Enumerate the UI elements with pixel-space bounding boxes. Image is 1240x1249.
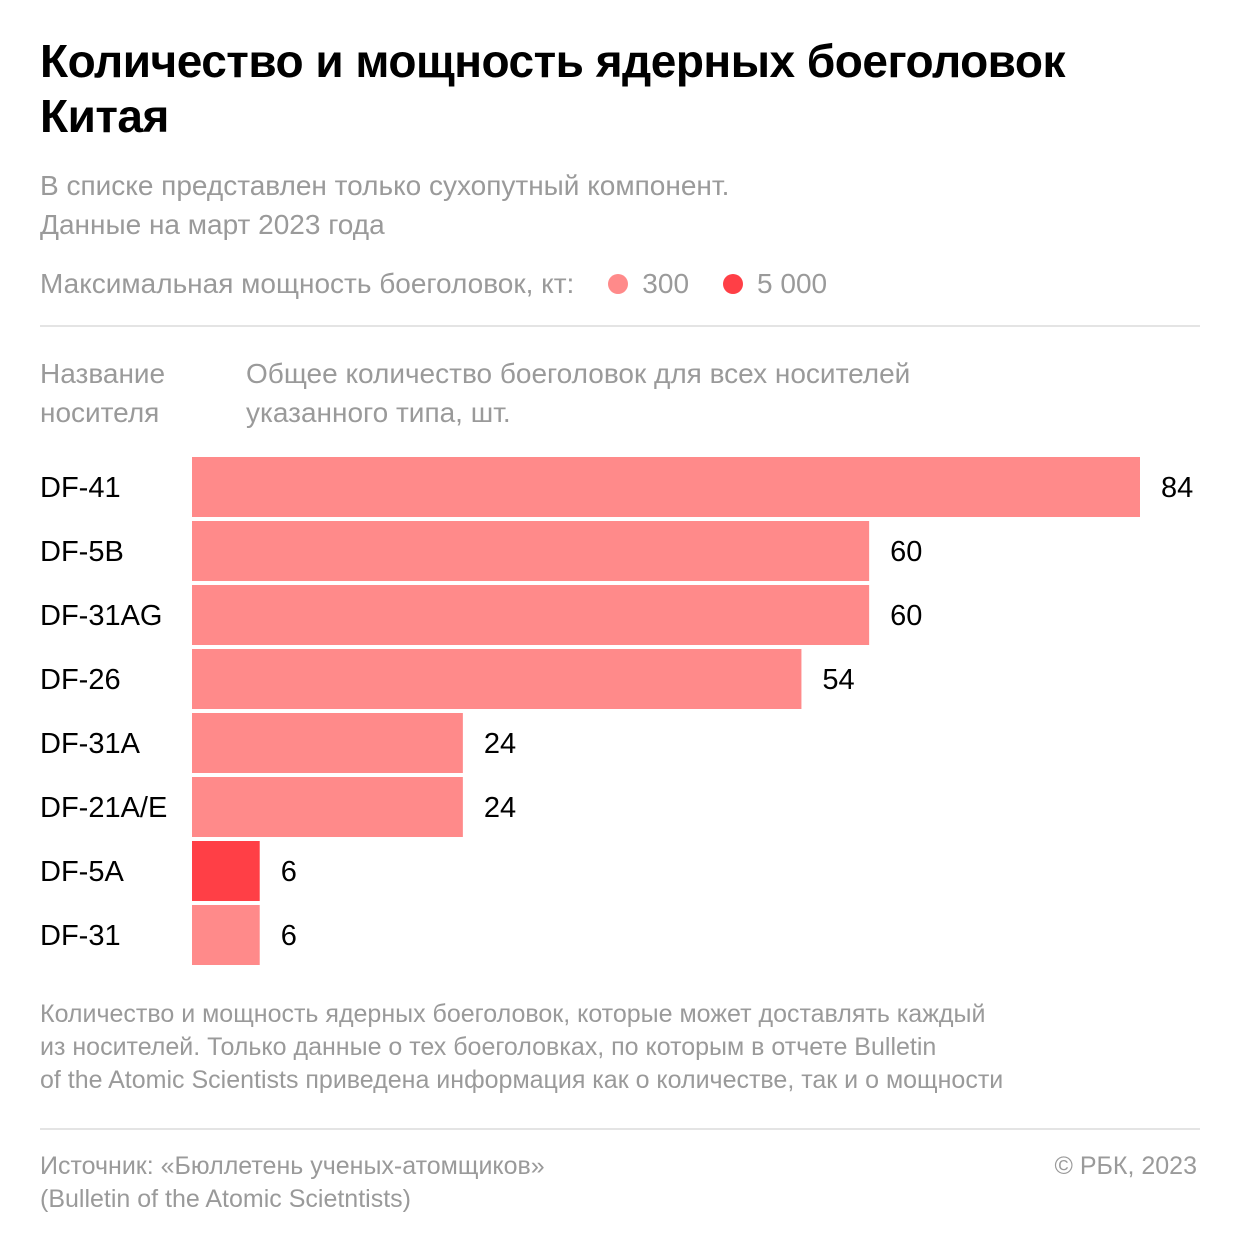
top-divider (40, 325, 1200, 327)
category-label: DF-41 (40, 472, 121, 504)
legend-item-label: 5 000 (757, 268, 828, 299)
source: Источник: «Бюллетень ученых-атомщиков» (… (40, 1150, 840, 1216)
category-label: DF-5B (40, 536, 124, 568)
page-title: Количество и мощность ядерных боеголовок… (40, 35, 1065, 142)
legend-item-5000: 5 000 (723, 264, 827, 304)
bar (192, 521, 870, 581)
subtitle-line: В списке представлен только сухопутный к… (40, 170, 730, 201)
column-header-line: Общее количество боеголовок для всех нос… (246, 358, 911, 389)
category-label: DF-31A (40, 728, 141, 760)
value-label: 6 (281, 856, 297, 888)
legend: Максимальная мощность боеголовок, кт: 30… (40, 264, 827, 304)
legend-item-300: 300 (608, 264, 689, 304)
value-label: 24 (484, 728, 516, 760)
bar (192, 905, 260, 965)
bar (192, 713, 463, 773)
copyright: © РБК, 2023 (1054, 1152, 1197, 1180)
column-header-line: носителя (40, 397, 160, 428)
bar (192, 649, 802, 709)
legend-swatch-5000 (723, 274, 744, 294)
footnote-line: of the Atomic Scientists приведена инфор… (40, 1066, 1004, 1094)
source-line: (Bulletin of the Atomic Scietntists) (40, 1185, 411, 1213)
bar (192, 457, 1140, 517)
category-label: DF-31AG (40, 600, 162, 632)
footnote: Количество и мощность ядерных боеголовок… (40, 998, 1200, 1097)
value-label: 54 (822, 664, 854, 696)
legend-label: Максимальная мощность боеголовок, кт: (40, 268, 575, 299)
value-label: 24 (484, 792, 516, 824)
category-label: DF-31 (40, 920, 121, 952)
legend-item-label: 300 (642, 268, 690, 299)
value-label: 84 (1161, 472, 1193, 504)
legend-swatch-300 (608, 274, 629, 294)
value-label: 60 (890, 536, 922, 568)
column-header-line: указанного типа, шт. (246, 397, 511, 428)
bar (192, 777, 463, 837)
column-header-line: Название (40, 358, 166, 389)
footnote-line: Количество и мощность ядерных боеголовок… (40, 1000, 986, 1028)
bar (192, 585, 870, 645)
value-label: 60 (890, 600, 922, 632)
category-label: DF-26 (40, 664, 121, 696)
source-line: Источник: «Бюллетень ученых-атомщиков» (40, 1152, 545, 1180)
footnote-line: из носителей. Только данные о тех боегол… (40, 1033, 937, 1061)
value-label: 6 (281, 920, 297, 952)
bottom-divider (40, 1128, 1200, 1130)
column-header-count: Общее количество боеголовок для всех нос… (246, 354, 910, 432)
category-label: DF-5A (40, 856, 124, 888)
bar (192, 841, 260, 901)
subtitle: В списке представлен только сухопутный к… (40, 166, 1200, 244)
column-header-name: Название носителя (40, 354, 165, 432)
category-label: DF-21A/E (40, 792, 167, 824)
subtitle-line: Данные на март 2023 года (40, 209, 385, 240)
